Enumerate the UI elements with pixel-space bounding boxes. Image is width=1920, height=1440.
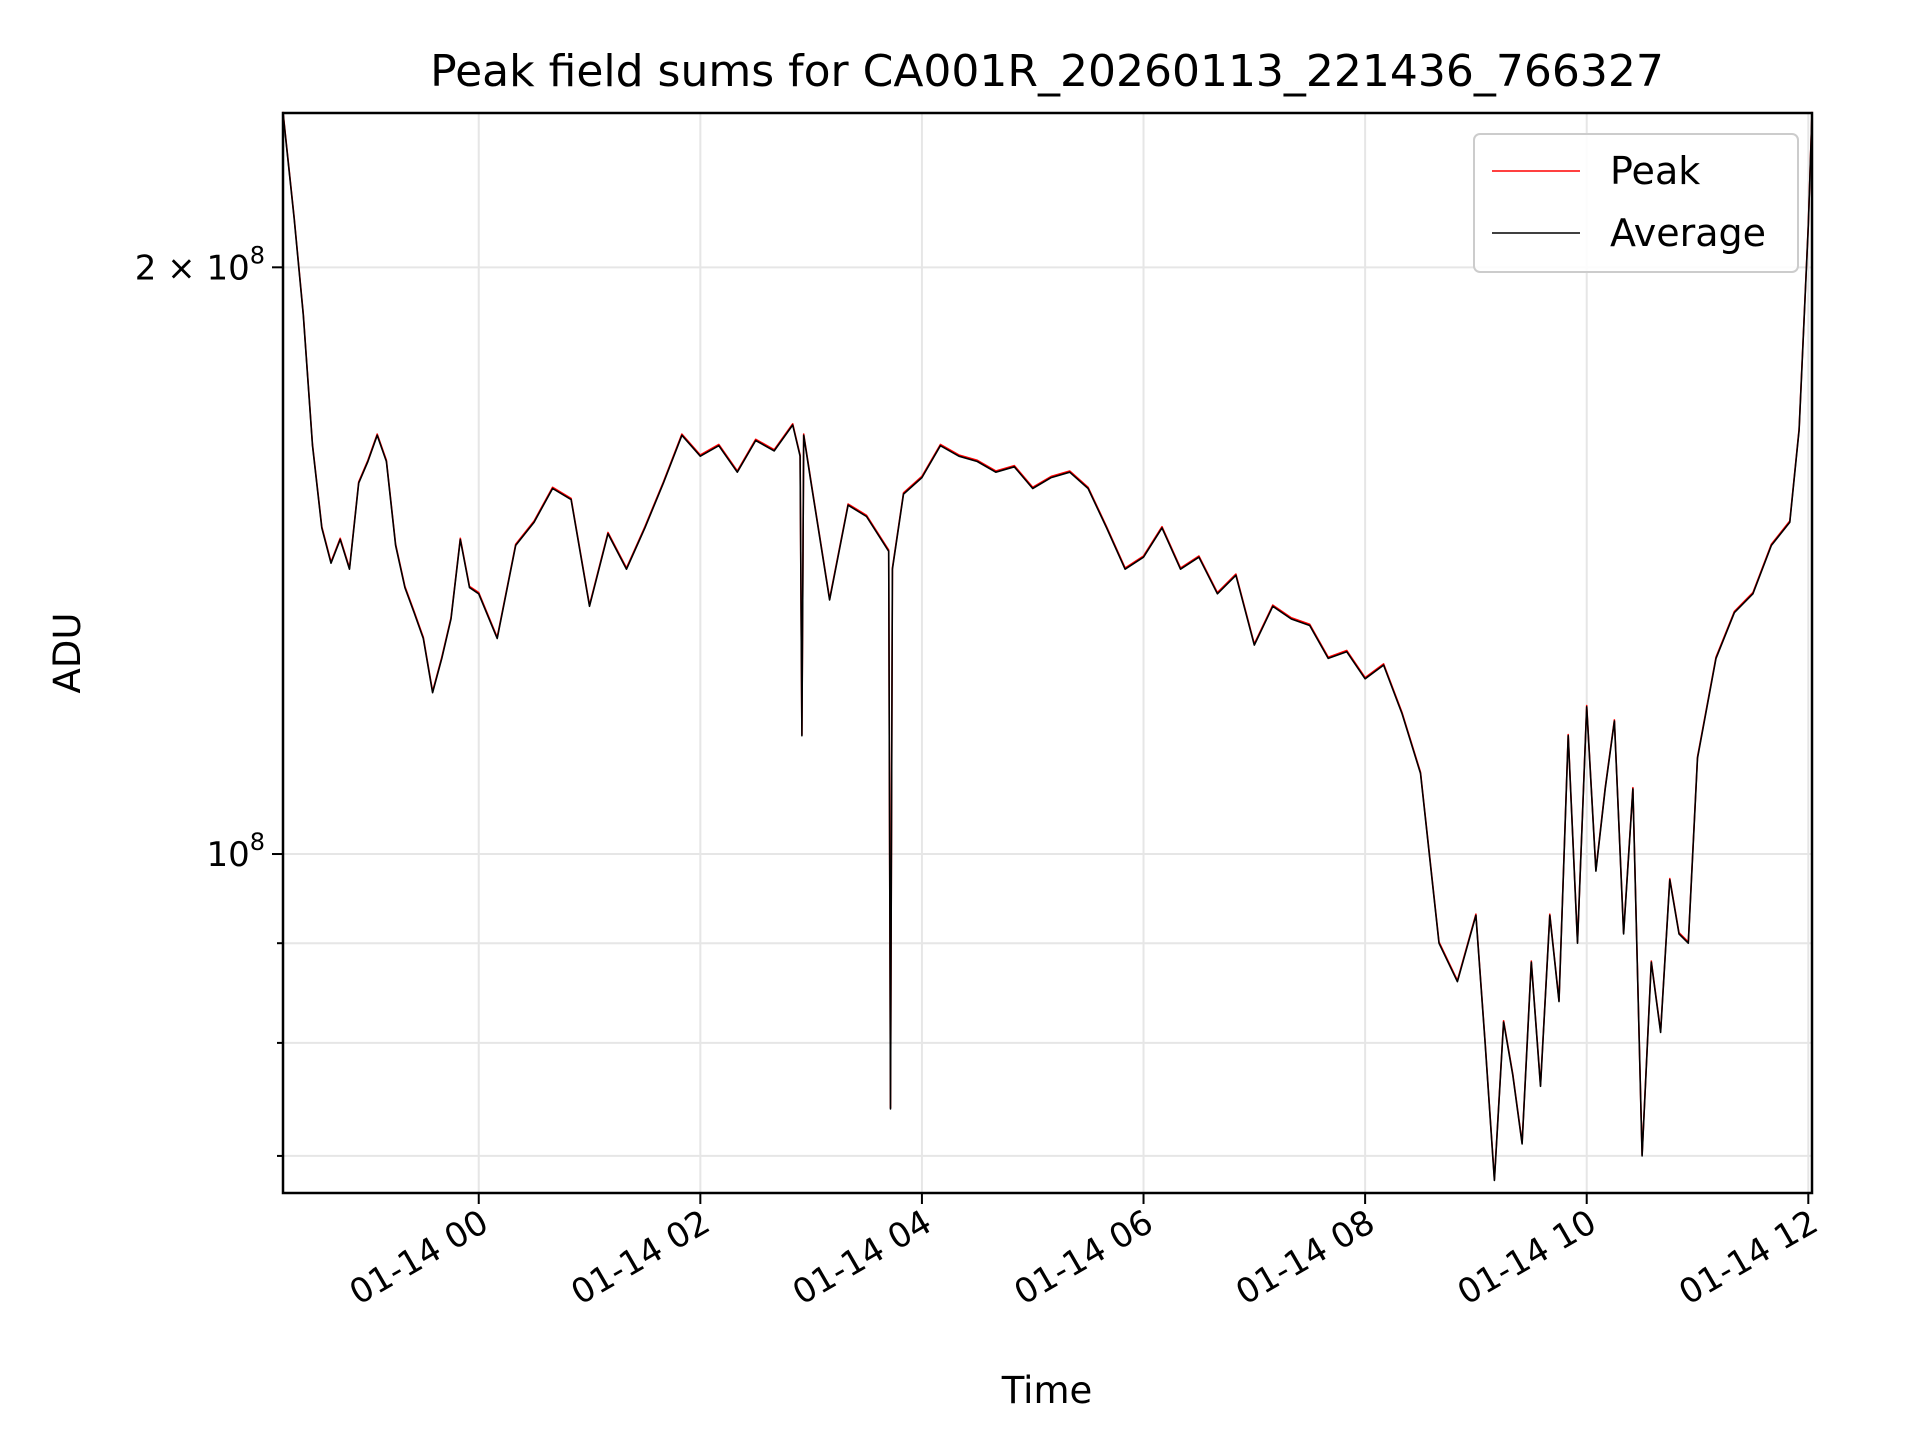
chart-title: Peak field sums for CA001R_20260113_2214… [430, 46, 1664, 97]
legend: Peak Average [1473, 133, 1799, 273]
legend-label-peak: Peak [1610, 149, 1700, 193]
legend-label-average: Average [1610, 211, 1766, 255]
y-tick-label: 108 [206, 828, 265, 875]
y-axis-ticks: 2 × 108 108 [135, 241, 283, 1157]
y-tick-label: 2 × 108 [135, 241, 265, 288]
grid [283, 113, 1812, 1193]
y-axis-label: ADU [46, 613, 89, 694]
plot-series [282, 111, 1813, 1182]
legend-box [1473, 133, 1799, 273]
plot-frame [281, 111, 1814, 1195]
series-line-average [282, 112, 1813, 1182]
x-axis-label: Time [1001, 1369, 1093, 1412]
